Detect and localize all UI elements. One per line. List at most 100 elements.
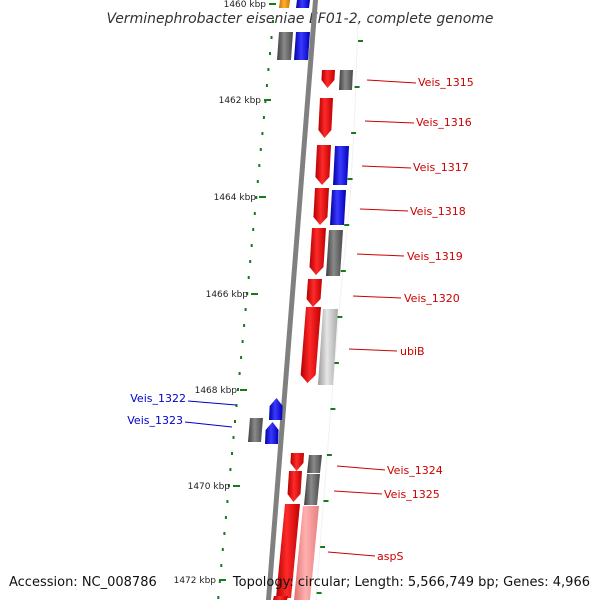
ring-dot: [267, 68, 270, 71]
label-leader-line: [364, 120, 415, 124]
gene-label: Veis_1325: [384, 488, 440, 501]
gene-label: Veis_1315: [418, 76, 474, 89]
gene-label: Veis_1322: [130, 392, 186, 405]
kbp-tick-label: 1470 kbp: [188, 482, 231, 492]
label-leader-line: [333, 490, 383, 495]
gene-label: Veis_1316: [416, 116, 472, 129]
ring-dot: [261, 132, 264, 135]
ring-dot: [250, 244, 253, 247]
ring-dot: [255, 196, 258, 199]
gene-label: Veis_1318: [410, 205, 466, 218]
label-leader-line: [336, 465, 386, 471]
gene-feature: [330, 190, 346, 225]
ring-dot: [238, 372, 241, 375]
gene-feature: [326, 230, 343, 276]
outer-dash: [316, 592, 322, 594]
outer-dash: [347, 178, 353, 180]
ring-dots: [217, 20, 363, 599]
kbp-tick-mark: [233, 485, 240, 487]
gene-feature: [313, 188, 329, 225]
ring-dot: [227, 484, 230, 487]
kbp-tick-label: 1468 kbp: [195, 386, 238, 396]
gene-label: Veis_1317: [413, 161, 469, 174]
ring-dot: [264, 100, 267, 103]
outer-dash: [337, 316, 343, 318]
gene-label: ubiB: [400, 345, 425, 358]
ring-dot: [252, 228, 255, 231]
gene-feature: [304, 474, 320, 505]
gene-feature: [290, 453, 304, 471]
ring-dot: [244, 308, 247, 311]
kbp-tick-label: 1460 kbp: [224, 0, 267, 10]
outer-dash: [333, 362, 339, 364]
outer-dash: [340, 270, 346, 272]
gene-feature: [294, 506, 319, 600]
kbp-tick-mark: [240, 389, 247, 391]
kbp-tick-label: 1464 kbp: [214, 193, 257, 203]
ring-dot: [226, 500, 229, 503]
ring-dot: [246, 292, 249, 295]
ring-dot: [253, 212, 256, 215]
gene-feature: [276, 504, 300, 598]
ring-dot: [221, 548, 224, 551]
gene-feature: [321, 70, 335, 88]
ring-dot: [256, 180, 259, 183]
label-leader-line: [184, 421, 233, 428]
outer-dash: [354, 86, 360, 88]
gene-features: [248, 0, 353, 600]
ring-dot: [223, 532, 226, 535]
kbp-tick-mark: [251, 293, 258, 295]
label-leader-line: [359, 208, 409, 212]
ring-dot: [270, 36, 273, 39]
outer-dash: [351, 132, 357, 134]
ring-dot: [232, 436, 235, 439]
gene-feature: [277, 32, 293, 60]
ring-dot: [265, 84, 268, 87]
label-leader-line: [352, 295, 402, 299]
label-leaders: [184, 79, 417, 557]
outer-dash: [320, 546, 326, 548]
ring-dot: [247, 276, 250, 279]
gene-feature: [339, 70, 353, 90]
outer-dash: [323, 500, 329, 502]
outer-dash: [326, 454, 332, 456]
ring-dot: [235, 404, 238, 407]
gene-feature: [265, 422, 279, 444]
label-leader-line: [348, 348, 398, 352]
gene-label: Veis_1320: [404, 292, 460, 305]
ring-dot: [259, 148, 262, 151]
ring-dot: [220, 564, 223, 567]
label-leader-line: [366, 79, 417, 84]
ring-dot: [234, 420, 236, 423]
gene-label: Veis_1324: [387, 464, 443, 477]
gene-feature: [306, 279, 322, 307]
gene-feature: [273, 596, 288, 600]
ring-dot: [262, 116, 265, 119]
kbp-tick-label: 1462 kbp: [219, 96, 262, 106]
ring-dot: [249, 260, 252, 263]
gene-feature: [279, 0, 290, 8]
ring-dot: [241, 340, 244, 343]
gene-feature: [248, 418, 263, 442]
kbp-tick-mark: [264, 99, 271, 101]
ring-dot: [243, 324, 246, 327]
ring-dot: [231, 452, 233, 455]
gene-feature: [294, 32, 310, 60]
gene-feature: [269, 398, 283, 420]
gene-feature: [296, 0, 310, 8]
ring-dot: [217, 596, 220, 599]
ring-dot: [224, 516, 227, 519]
ring-dot: [240, 356, 243, 359]
kbp-ticks: 1460 kbp 1462 kbp 1464 kbp 1466 kbp 1468 kbp…: [174, 0, 276, 586]
gene-feature: [318, 98, 333, 138]
gene-feature: [318, 309, 338, 385]
map-title: Verminephrobacter eiseniae EF01-2, compl…: [106, 11, 493, 27]
kbp-tick-mark: [269, 3, 276, 5]
gene-feature: [315, 145, 331, 185]
kbp-tick-label: 1472 kbp: [174, 576, 217, 586]
outer-dash: [330, 408, 336, 410]
genome-backbone: [266, 0, 318, 600]
outer-dash: [344, 224, 350, 226]
gene-feature: [333, 146, 349, 185]
